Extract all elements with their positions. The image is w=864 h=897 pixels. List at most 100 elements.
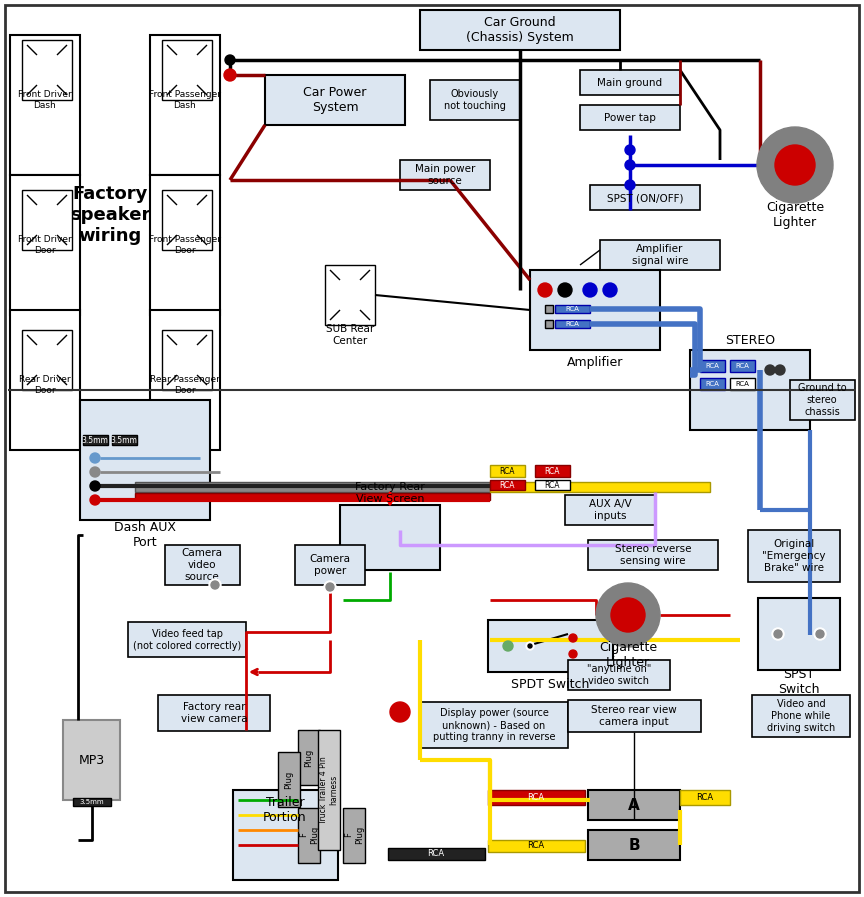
Text: Rear Driver
Door: Rear Driver Door — [19, 375, 71, 395]
Bar — [490, 465, 525, 477]
Bar — [150, 175, 220, 315]
Text: Stereo reverse
sensing wire: Stereo reverse sensing wire — [615, 544, 691, 566]
Text: SPDT Switch: SPDT Switch — [511, 677, 589, 691]
Bar — [730, 378, 755, 390]
Bar — [233, 790, 338, 880]
Circle shape — [503, 641, 513, 651]
Bar — [10, 175, 80, 315]
Bar — [177, 205, 197, 235]
Text: Cigarette
Lighter: Cigarette Lighter — [766, 201, 824, 229]
Bar — [555, 320, 590, 328]
Bar — [162, 40, 212, 100]
Bar — [162, 190, 212, 250]
Bar — [37, 55, 57, 85]
Bar — [748, 530, 840, 582]
Bar — [700, 378, 725, 390]
Bar — [580, 105, 680, 130]
Bar — [690, 350, 810, 430]
Bar — [128, 622, 246, 657]
Bar — [83, 435, 108, 445]
Text: Car Ground
(Chassis) System: Car Ground (Chassis) System — [466, 16, 574, 44]
Bar — [752, 695, 850, 737]
Text: 3.5mm: 3.5mm — [79, 799, 105, 805]
Bar — [165, 545, 240, 585]
Bar — [37, 205, 57, 235]
Text: A: A — [628, 797, 640, 813]
Circle shape — [603, 283, 617, 297]
Text: STEREO: STEREO — [725, 334, 775, 346]
Bar — [295, 545, 365, 585]
Text: "anytime on"
video switch: "anytime on" video switch — [587, 664, 651, 686]
Bar — [488, 620, 613, 672]
Bar — [73, 798, 111, 806]
Bar — [37, 345, 57, 375]
Bar — [158, 695, 270, 731]
Text: Front Passenger
Door: Front Passenger Door — [149, 235, 221, 255]
Bar — [420, 702, 568, 748]
Text: RCA: RCA — [696, 793, 714, 802]
Bar — [10, 35, 80, 175]
Bar — [490, 480, 525, 490]
Text: Car Power
System: Car Power System — [303, 86, 366, 114]
Bar — [555, 305, 590, 313]
Text: RCA: RCA — [705, 363, 719, 369]
Bar — [545, 305, 553, 313]
Circle shape — [528, 644, 532, 648]
Circle shape — [90, 467, 100, 477]
Bar — [400, 160, 490, 190]
Circle shape — [225, 55, 235, 65]
Text: RCA: RCA — [544, 481, 560, 490]
Text: Truck Trailer 4 Pin
harness: Truck Trailer 4 Pin harness — [320, 756, 339, 823]
Text: SPST (ON/OFF): SPST (ON/OFF) — [607, 193, 683, 203]
Bar — [430, 80, 520, 120]
Bar — [112, 435, 137, 445]
Text: Front Passenger
Dash: Front Passenger Dash — [149, 91, 221, 109]
Bar — [80, 400, 210, 520]
Bar — [565, 495, 655, 525]
Text: RCA: RCA — [735, 381, 749, 387]
Bar — [680, 790, 730, 805]
Text: SUB Rear
Center: SUB Rear Center — [326, 324, 374, 346]
Circle shape — [326, 583, 334, 591]
Text: Video feed tap
(not colored correctly): Video feed tap (not colored correctly) — [133, 629, 241, 651]
Circle shape — [775, 145, 815, 185]
Bar — [588, 790, 680, 820]
Bar — [600, 240, 720, 270]
Text: MP3: MP3 — [79, 753, 105, 767]
Circle shape — [538, 283, 552, 297]
Bar — [278, 752, 300, 807]
Circle shape — [558, 283, 572, 297]
Bar — [790, 380, 855, 420]
Circle shape — [324, 581, 336, 593]
Text: 3.5mm: 3.5mm — [81, 436, 109, 445]
Bar — [340, 280, 360, 310]
Bar — [22, 190, 72, 250]
Bar — [420, 10, 620, 50]
Circle shape — [775, 365, 785, 375]
Bar — [700, 360, 725, 372]
Bar — [343, 808, 365, 863]
Text: Front Driver
Dash: Front Driver Dash — [18, 91, 72, 109]
Text: Front Driver
Door: Front Driver Door — [18, 235, 72, 255]
Bar — [318, 730, 340, 850]
Bar — [325, 265, 375, 325]
Circle shape — [390, 702, 410, 722]
Circle shape — [211, 581, 219, 589]
Circle shape — [90, 481, 100, 491]
Bar — [545, 320, 553, 328]
Text: RCA: RCA — [428, 849, 445, 858]
Text: F
Plug: F Plug — [299, 826, 319, 844]
Bar — [265, 75, 405, 125]
Circle shape — [765, 365, 775, 375]
Text: Dash AUX
Port: Dash AUX Port — [114, 521, 176, 549]
Text: Power tap: Power tap — [604, 113, 656, 123]
Text: Stereo rear view
camera input: Stereo rear view camera input — [591, 705, 677, 727]
Bar — [162, 330, 212, 390]
Circle shape — [596, 583, 660, 647]
Circle shape — [526, 642, 534, 650]
Text: Display power (source
unknown) - Based on
putting tranny in reverse: Display power (source unknown) - Based o… — [433, 709, 556, 742]
Circle shape — [209, 579, 221, 591]
Text: Main power
source: Main power source — [415, 164, 475, 186]
Bar — [388, 848, 485, 860]
Bar — [490, 482, 710, 492]
